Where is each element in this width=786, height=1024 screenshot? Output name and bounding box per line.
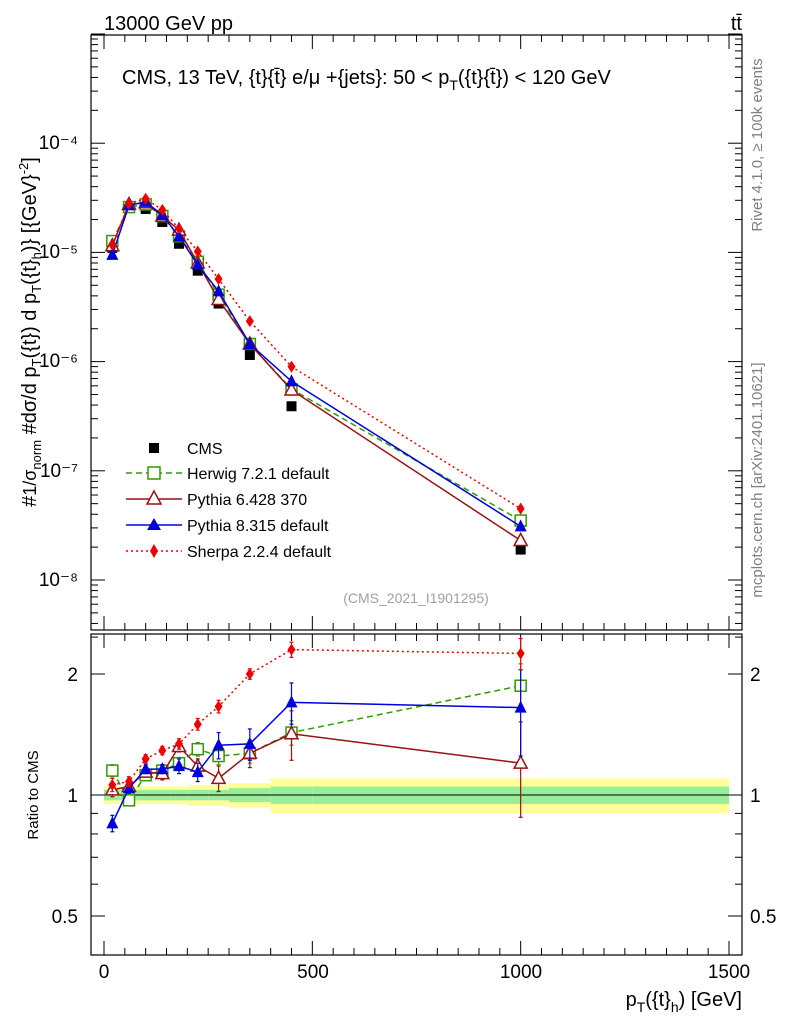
main-point-pythia-8-315-default bbox=[243, 336, 256, 349]
main-point-pythia-8-315-default bbox=[173, 229, 185, 242]
main-y-tick-1e-8: 10⁻⁸ bbox=[39, 570, 78, 591]
main-y-tick-1e-7: 10⁻⁷ bbox=[40, 461, 78, 482]
main-y-tick-1e-4: 10⁻⁴ bbox=[39, 133, 78, 154]
ratio-point-pythia-8-315-default bbox=[106, 816, 119, 829]
main-point-sherpa-2-2-4-default bbox=[245, 315, 254, 328]
ratio-point-pythia-8-315-default bbox=[514, 700, 527, 713]
main-point-sherpa-2-2-4-default bbox=[516, 502, 525, 515]
ratio-y-tick-2-right: 2 bbox=[750, 665, 761, 686]
main-point-pythia-8-315-default bbox=[514, 519, 527, 532]
ratio-point-pythia-8-315-default bbox=[173, 759, 185, 772]
main-point-pythia-8-315-default bbox=[212, 284, 225, 297]
main-point-pythia-8-315-default bbox=[191, 257, 204, 270]
main-point-pythia-6-428-370 bbox=[283, 381, 300, 396]
ratio-line-sherpa-2-2-4-default bbox=[112, 648, 521, 786]
main-point-sherpa-2-2-4-default bbox=[214, 273, 223, 286]
ratio-point-sherpa-2-2-4-default bbox=[141, 752, 150, 765]
x-tick-0: 0 bbox=[99, 962, 110, 983]
ratio-point-pythia-6-428-370 bbox=[283, 725, 300, 740]
main-title: CMS, 13 TeV, {t}{t̄} e/μ +{jets}: 50 < p… bbox=[122, 67, 611, 93]
main-point-sherpa-2-2-4-default bbox=[125, 197, 133, 210]
main-point-sherpa-2-2-4-default bbox=[287, 360, 296, 373]
main-point-sherpa-2-2-4-default bbox=[193, 245, 202, 258]
x-tick-500: 500 bbox=[297, 962, 329, 983]
main-point-cms bbox=[174, 238, 184, 249]
main-point-sherpa-2-2-4-default bbox=[158, 203, 167, 216]
ratio-point-pythia-8-315-default bbox=[191, 765, 204, 778]
ratio-point-pythia-8-315-default bbox=[285, 695, 298, 708]
legend-entry-sherpa: Sherpa 2.2.4 default bbox=[126, 544, 332, 561]
header-right: tt̄ bbox=[731, 13, 743, 35]
main-series-group bbox=[104, 192, 529, 555]
ratio-series-group bbox=[104, 637, 529, 833]
main-panel-frame bbox=[90, 34, 743, 631]
main-point-pythia-8-315-default bbox=[285, 374, 298, 387]
legend-entry-pythia8: Pythia 8.315 default bbox=[126, 518, 329, 535]
ratio-point-sherpa-2-2-4-default bbox=[158, 744, 167, 757]
main-point-cms bbox=[515, 544, 526, 555]
main-point-pythia-8-315-default bbox=[106, 247, 119, 260]
main-y-tick-1e-6: 10⁻⁶ bbox=[39, 351, 78, 372]
ratio-point-sherpa-2-2-4-default bbox=[108, 778, 117, 791]
legend-entry-cms: CMS bbox=[149, 441, 223, 458]
ratio-point-pythia-8-315-default bbox=[139, 762, 152, 775]
ratio-point-sherpa-2-2-4-default bbox=[193, 718, 202, 731]
ratio-point-sherpa-2-2-4-default bbox=[245, 668, 254, 680]
ratio-point-pythia-6-428-370 bbox=[512, 754, 529, 769]
header-left: 13000 GeV pp bbox=[104, 13, 233, 35]
ratio-line-pythia-8-315-default bbox=[111, 701, 521, 824]
legend-entry-herwig: Herwig 7.2.1 default bbox=[126, 466, 330, 483]
main-axis-ticks bbox=[91, 33, 742, 638]
legend-label-pythia6: Pythia 6.428 370 bbox=[187, 492, 307, 509]
main-y-tick-1e-5: 10⁻⁵ bbox=[39, 242, 78, 263]
rivet-label: Rivet 4.1.0, ≥ 100k events bbox=[749, 58, 766, 231]
main-point-sherpa-2-2-4-default bbox=[108, 238, 117, 251]
legend-label-herwig: Herwig 7.2.1 default bbox=[187, 466, 330, 483]
ratio-y-tick-05-right: 0.5 bbox=[750, 907, 776, 928]
mcplots-label: mcplots.cern.ch [arXiv:2401.10621] bbox=[749, 362, 766, 597]
x-tick-1500: 1500 bbox=[708, 962, 750, 983]
main-line-sherpa-2-2-4-default bbox=[111, 197, 522, 510]
ratio-point-pythia-8-315-default bbox=[212, 738, 225, 751]
main-point-pythia-6-428-370 bbox=[512, 531, 529, 547]
ratio-point-sherpa-2-2-4-default bbox=[214, 700, 223, 713]
ratio-point-sherpa-2-2-4-default bbox=[125, 775, 133, 788]
ratio-point-pythia-6-428-370 bbox=[210, 769, 227, 785]
main-point-cms bbox=[192, 265, 203, 276]
main-point-pythia-6-428-370 bbox=[210, 290, 227, 306]
x-tick-1000: 1000 bbox=[500, 962, 542, 983]
ratio-y-tick-05-left: 0.5 bbox=[52, 907, 78, 928]
legend-label-sherpa: Sherpa 2.2.4 default bbox=[187, 544, 332, 561]
main-line-pythia-6-428-370 bbox=[111, 201, 522, 542]
ratio-y-axis-label: Ratio to CMS bbox=[25, 750, 42, 839]
ratio-y-tick-2-left: 2 bbox=[67, 665, 78, 686]
ratio-point-pythia-8-315-default bbox=[156, 762, 169, 775]
main-point-sherpa-2-2-4-default bbox=[141, 192, 150, 205]
ratio-y-tick-1-right: 1 bbox=[750, 786, 761, 807]
ratio-point-pythia-8-315-default bbox=[243, 736, 256, 749]
main-y-axis-label: #1/σnorm #dσ/d pT({t}) d pT({t}h)} [{GeV… bbox=[16, 157, 44, 507]
main-line-pythia-8-315-default bbox=[111, 201, 522, 527]
ratio-point-herwig-7-2-1-default bbox=[191, 742, 204, 756]
main-point-cms bbox=[244, 349, 255, 360]
main-point-cms bbox=[286, 401, 297, 412]
ratio-point-sherpa-2-2-4-default bbox=[516, 647, 525, 660]
x-axis-label: pT({t}h) [GeV] bbox=[626, 989, 742, 1015]
legend-entry-pythia6: Pythia 6.428 370 bbox=[126, 489, 307, 509]
ratio-point-sherpa-2-2-4-default bbox=[175, 737, 183, 750]
analysis-watermark: (CMS_2021_I1901295) bbox=[343, 590, 489, 606]
svg-text:#1/σnorm #dσ/d pT({t}) d pT({t: #1/σnorm #dσ/d pT({t}) d pT({t}h)} [{GeV… bbox=[16, 157, 44, 507]
legend: CMS Herwig 7.2.1 default Pythia 6.428 37… bbox=[126, 441, 332, 561]
ratio-uncertainty-band bbox=[104, 778, 729, 814]
ratio-point-herwig-7-2-1-default bbox=[106, 764, 119, 777]
main-point-sherpa-2-2-4-default bbox=[175, 222, 183, 235]
ratio-point-sherpa-2-2-4-default bbox=[287, 643, 296, 656]
legend-label-cms: CMS bbox=[187, 441, 223, 458]
ratio-y-tick-1-left: 1 bbox=[67, 786, 78, 807]
legend-label-pythia8: Pythia 8.315 default bbox=[187, 518, 329, 535]
